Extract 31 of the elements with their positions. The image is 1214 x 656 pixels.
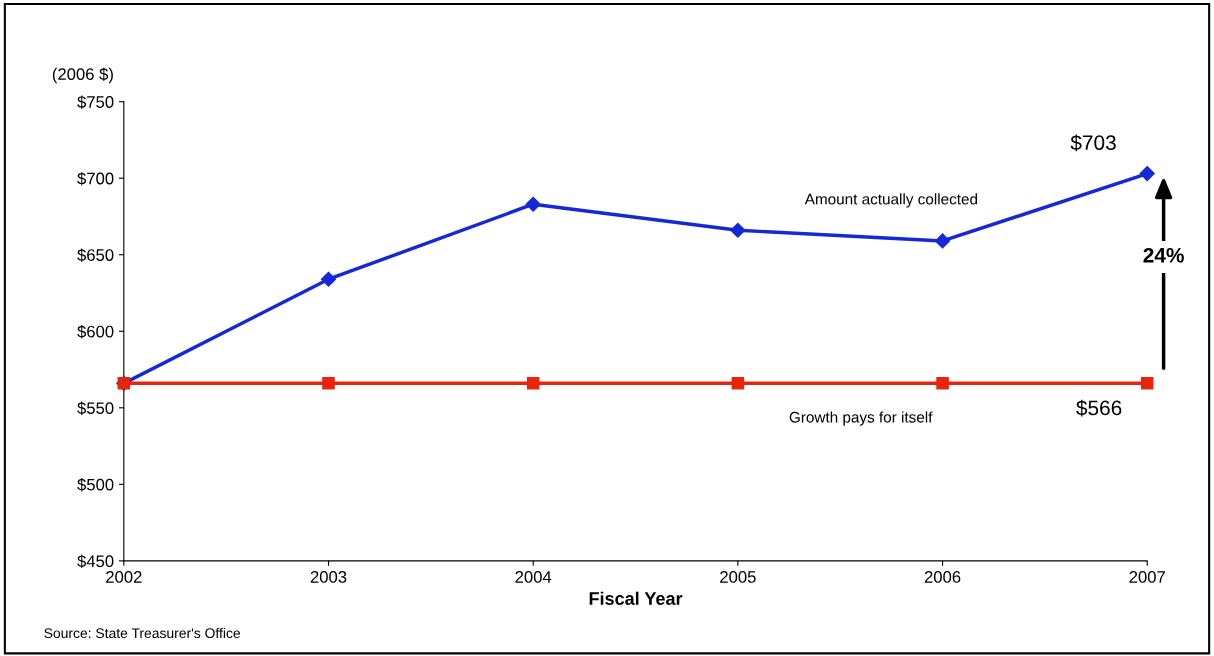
y-tick-label: $550 [77, 401, 114, 416]
y-tick-label: $700 [77, 171, 114, 186]
point [934, 233, 951, 249]
point [730, 222, 746, 238]
y-tick-label: $450 [77, 554, 114, 569]
x-tick-label: 2004 [515, 571, 552, 583]
point [525, 196, 541, 212]
series-label: Amount actually collected [804, 193, 978, 208]
x-tick-label: 2006 [924, 571, 961, 583]
x-tick-label: 2005 [720, 571, 756, 583]
point [936, 377, 949, 390]
point [526, 377, 540, 390]
y-tick-label: $750 [77, 95, 114, 109]
point [1139, 166, 1155, 182]
x-tick-label: 2007 [1129, 571, 1165, 583]
point [322, 377, 335, 390]
point [320, 271, 337, 287]
y-axis-title: (2006 $) [52, 67, 113, 84]
point [731, 377, 745, 390]
x-tick-label: 2002 [106, 571, 142, 583]
series-label: Growth pays for itself [789, 411, 933, 426]
y-tick-label: $650 [77, 248, 114, 262]
annotation: 24% [1143, 247, 1184, 263]
x-tick-label: 2003 [310, 571, 347, 583]
x-axis-title: Fiscal Year [589, 591, 683, 605]
y-tick-label: $600 [77, 324, 114, 339]
y-tick-label: $500 [77, 478, 114, 492]
point [1140, 377, 1154, 390]
source-note: Source: State Treasurer's Office [44, 627, 241, 639]
annotation: $703 [1070, 134, 1116, 152]
annotation: $566 [1076, 399, 1122, 417]
